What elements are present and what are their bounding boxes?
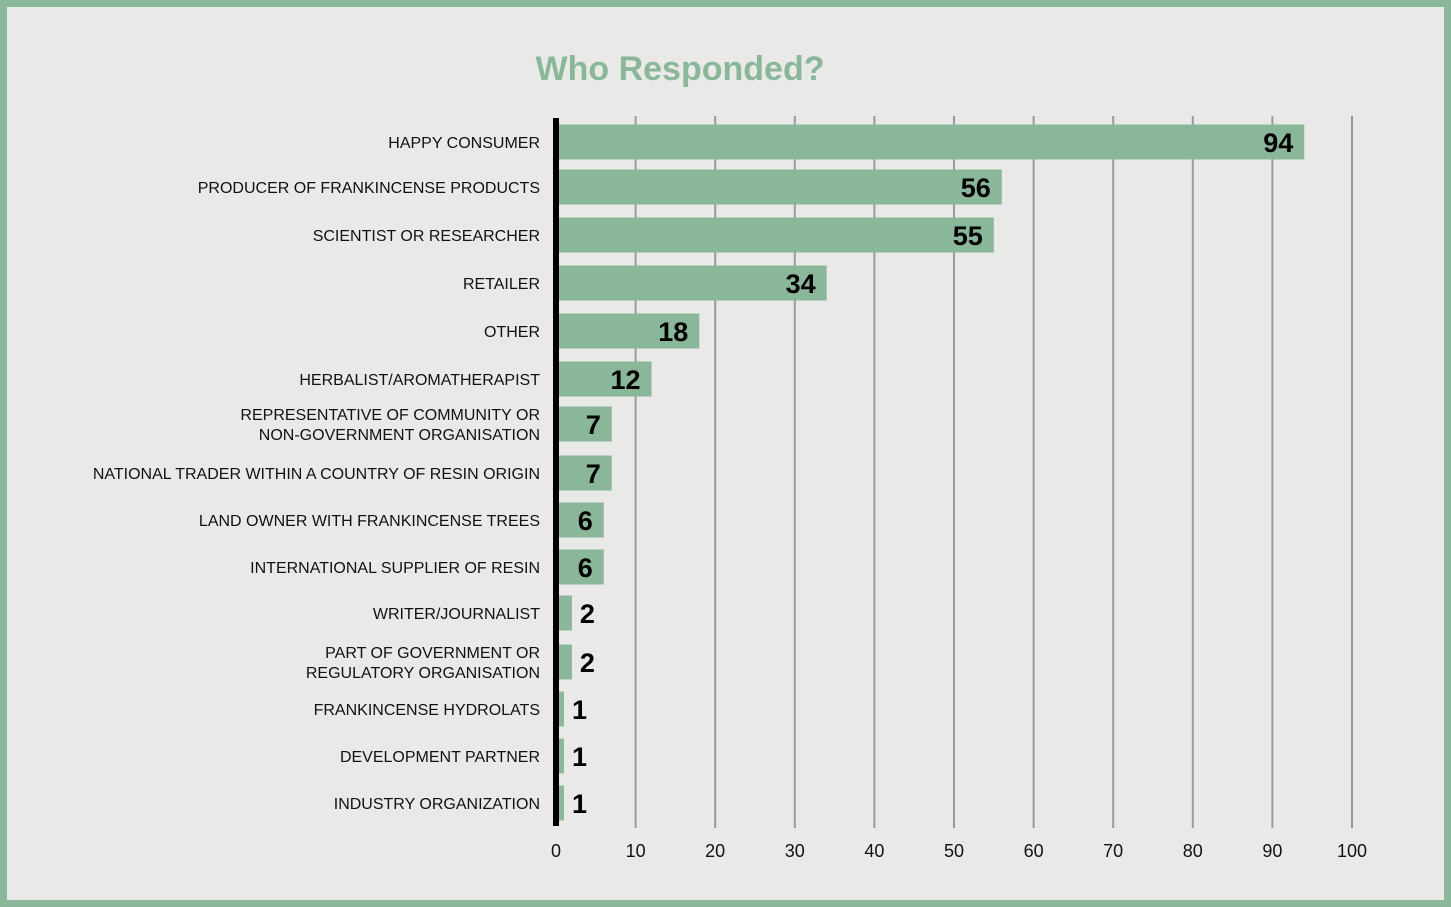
x-tick-label: 60 (1024, 841, 1044, 861)
bar (556, 124, 1305, 160)
category-label: DEVELOPMENT PARTNER (340, 749, 540, 766)
bar (556, 455, 612, 491)
bar-value-label: 7 (586, 410, 601, 440)
bar-value-label: 1 (572, 742, 587, 772)
bar (556, 169, 1002, 205)
bar (556, 361, 652, 397)
category-label: RETAILER (463, 276, 540, 293)
bar-value-label: 55 (953, 221, 983, 251)
x-tick-label: 70 (1103, 841, 1123, 861)
bar-value-label: 7 (586, 459, 601, 489)
category-label: NON-GOVERNMENT ORGANISATION (259, 427, 540, 444)
bar (556, 738, 564, 774)
category-label: HAPPY CONSUMER (388, 135, 540, 152)
category-label: OTHER (484, 324, 540, 341)
category-label: WRITER/JOURNALIST (373, 606, 540, 623)
bar (556, 217, 994, 253)
x-tick-label: 10 (626, 841, 646, 861)
x-tick-label: 80 (1183, 841, 1203, 861)
x-tick-label: 90 (1262, 841, 1282, 861)
bar (556, 595, 572, 631)
bar (556, 549, 604, 585)
bar-value-label: 34 (786, 269, 816, 299)
bar-value-label: 1 (572, 789, 587, 819)
category-label: HERBALIST/AROMATHERAPIST (299, 372, 540, 389)
bar-value-label: 56 (961, 173, 991, 203)
bar (556, 313, 700, 349)
category-label: INTERNATIONAL SUPPLIER OF RESIN (250, 560, 540, 577)
bar (556, 785, 564, 821)
category-label: PART OF GOVERNMENT OR (325, 645, 540, 662)
x-tick-label: 20 (705, 841, 725, 861)
category-label: LAND OWNER WITH FRANKINCENSE TREES (199, 513, 540, 530)
bar (556, 406, 612, 442)
bar (556, 644, 572, 680)
bar (556, 265, 827, 301)
bar-value-label: 12 (610, 365, 640, 395)
category-label: SCIENTIST OR RESEARCHER (313, 228, 540, 245)
category-label: REGULATORY ORGANISATION (306, 665, 540, 682)
bar-value-label: 94 (1263, 128, 1293, 158)
category-label: PRODUCER OF FRANKINCENSE PRODUCTS (198, 180, 540, 197)
x-tick-label: 30 (785, 841, 805, 861)
bar-value-label: 1 (572, 695, 587, 725)
x-tick-label: 100 (1337, 841, 1367, 861)
x-tick-label: 40 (864, 841, 884, 861)
category-label: FRANKINCENSE HYDROLATS (314, 702, 540, 719)
bar-value-label: 2 (580, 648, 595, 678)
x-tick-label: 0 (551, 841, 561, 861)
bar (556, 691, 564, 727)
bar-value-label: 18 (658, 317, 688, 347)
bar-value-label: 2 (580, 599, 595, 629)
bar-value-label: 6 (578, 553, 593, 583)
chart-title: Who Responded? (535, 50, 825, 88)
x-tick-label: 50 (944, 841, 964, 861)
bar-value-label: 6 (578, 506, 593, 536)
bar (556, 502, 604, 538)
category-label: NATIONAL TRADER WITHIN A COUNTRY OF RESI… (93, 466, 540, 483)
category-label: INDUSTRY ORGANIZATION (334, 796, 540, 813)
category-label: REPRESENTATIVE OF COMMUNITY OR (240, 407, 540, 424)
